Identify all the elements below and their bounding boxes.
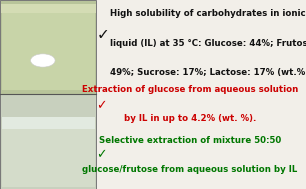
Bar: [0, 0, 96, 94]
Text: Extraction of glucose from aqueous solution: Extraction of glucose from aqueous solut…: [82, 85, 298, 94]
Text: 49%; Sucrose: 17%; Lactose: 17% (wt.%).: 49%; Sucrose: 17%; Lactose: 17% (wt.%).: [110, 68, 306, 77]
Text: ✓: ✓: [96, 149, 107, 161]
Bar: [2, 129, 95, 187]
Bar: [0, 94, 96, 189]
Bar: [2, 117, 95, 129]
Bar: [0, 94, 96, 189]
Text: Selective extraction of mixture 50:50: Selective extraction of mixture 50:50: [99, 136, 281, 145]
Bar: [0, 0, 96, 94]
Text: liquid (IL) at 35 °C: Glucose: 44%; Frutose:: liquid (IL) at 35 °C: Glucose: 44%; Frut…: [110, 39, 306, 48]
Text: glucose/frutose from aqueous solution by IL: glucose/frutose from aqueous solution by…: [82, 165, 297, 174]
Ellipse shape: [31, 54, 55, 67]
Text: ✓: ✓: [96, 26, 109, 42]
Text: High solubility of carbohydrates in ionic: High solubility of carbohydrates in ioni…: [110, 9, 306, 19]
Bar: [1, 4, 96, 13]
Text: by IL in up to 4.2% (wt. %).: by IL in up to 4.2% (wt. %).: [124, 114, 256, 123]
Bar: [2, 8, 95, 90]
Text: ✓: ✓: [96, 99, 107, 112]
